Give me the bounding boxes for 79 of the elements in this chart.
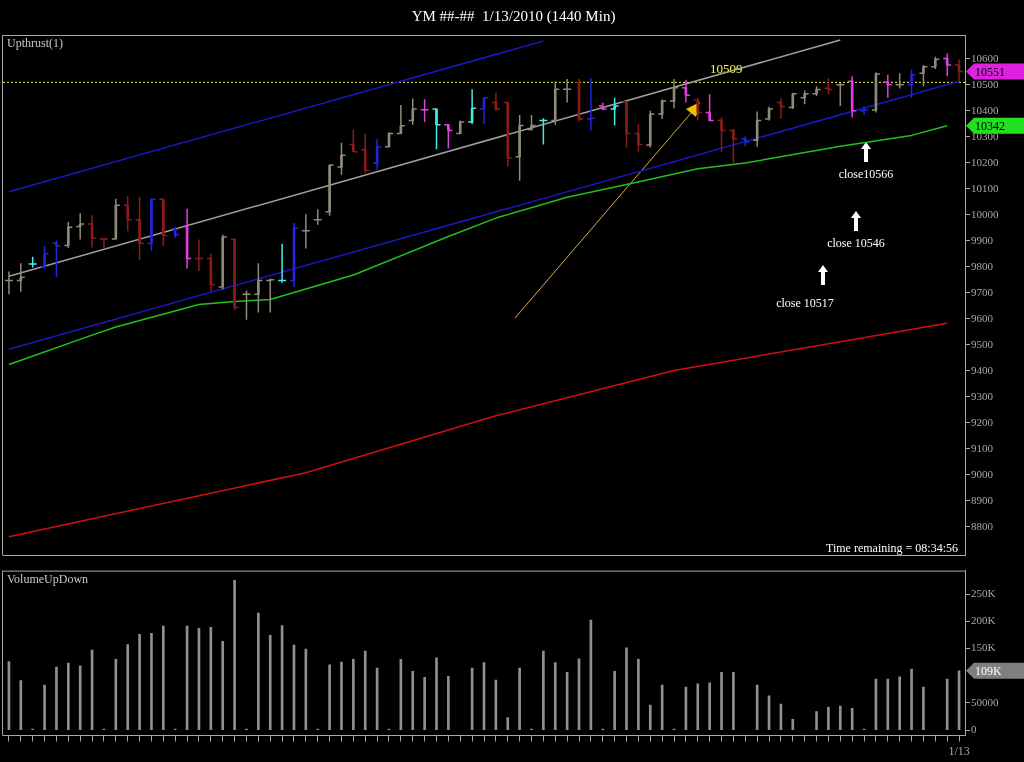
- bar: [221, 641, 225, 730]
- bar: [55, 666, 58, 730]
- ref-line-label: 10509: [710, 61, 743, 77]
- bar: [66, 662, 70, 730]
- bar: [423, 677, 426, 730]
- bar: [518, 667, 521, 730]
- bar: [613, 671, 616, 730]
- annotation: close10566: [838, 167, 894, 182]
- bar: [78, 665, 82, 730]
- y-tick-label: 10200: [971, 155, 999, 168]
- bar: [411, 671, 415, 730]
- y-tick-label: 10000: [971, 207, 999, 220]
- bar: [625, 647, 628, 730]
- bar: [233, 580, 236, 730]
- bar: [19, 680, 23, 730]
- bar: [114, 659, 118, 730]
- bar: [257, 612, 260, 730]
- y-tick-label: 9900: [971, 233, 994, 246]
- bar: [648, 704, 652, 730]
- bar: [43, 684, 46, 730]
- bar: [815, 711, 818, 730]
- text: 10342: [975, 118, 1005, 133]
- y-tick-label: 10500: [971, 77, 999, 90]
- y-tick-label: 10100: [971, 181, 999, 194]
- y-tick-label: 9100: [971, 441, 994, 454]
- bar: [886, 678, 890, 730]
- bar: [945, 678, 949, 730]
- y-tick-label: 50000: [971, 695, 999, 708]
- annotation: Time remaining = 08:34:56: [826, 541, 958, 556]
- y-tick-label: 10400: [971, 103, 999, 116]
- bar: [708, 682, 711, 730]
- bar: [827, 706, 830, 730]
- chart-title: YM ##-## 1/13/2010 (1440 Min): [411, 7, 616, 25]
- y-tick-label: 9000: [971, 467, 994, 480]
- y-tick-label: 9200: [971, 415, 994, 428]
- bar: [340, 661, 343, 730]
- y-tick-label: 250K: [971, 586, 996, 599]
- y-tick-label: 0: [971, 723, 977, 736]
- bar: [838, 705, 842, 730]
- bar: [553, 662, 557, 730]
- annotation: Upthrust(1): [7, 36, 63, 51]
- annotation: VolumeUpDown: [7, 572, 89, 587]
- bar: [352, 659, 355, 730]
- bar: [542, 650, 545, 730]
- bar: [506, 717, 510, 730]
- bar: [268, 635, 272, 730]
- y-tick-label: 9500: [971, 337, 994, 350]
- text: 10551: [975, 64, 1005, 79]
- bar: [791, 718, 795, 730]
- y-tick-label: 9300: [971, 389, 994, 402]
- bar: [696, 683, 700, 730]
- y-tick-label: 9700: [971, 285, 994, 298]
- y-tick-label: 9400: [971, 363, 994, 376]
- bar: [910, 668, 913, 730]
- bar: [150, 632, 153, 730]
- annotation: close 10517: [776, 296, 834, 311]
- y-tick-label: 9600: [971, 311, 994, 324]
- bar: [898, 676, 902, 730]
- bar: [126, 644, 130, 730]
- y-tick-label: 200K: [971, 614, 996, 627]
- bar: [922, 686, 925, 730]
- bar: [328, 664, 331, 730]
- bar: [435, 657, 438, 730]
- x-tick-label: 1/13: [948, 743, 970, 758]
- text: 109K: [975, 663, 1002, 678]
- bar: [138, 633, 141, 730]
- bar: [447, 675, 450, 730]
- bar: [850, 708, 854, 730]
- y-tick-label: 10600: [971, 51, 999, 64]
- bar: [732, 672, 735, 730]
- bar: [162, 625, 165, 730]
- bar: [363, 650, 367, 730]
- annotation: close 10546: [827, 236, 885, 251]
- y-tick-label: 150K: [971, 641, 996, 654]
- bar: [720, 672, 723, 730]
- bar: [637, 659, 640, 730]
- y-tick-label: 8800: [971, 519, 994, 532]
- y-tick-label: 9800: [971, 259, 994, 272]
- y-tick-label: 8900: [971, 493, 994, 506]
